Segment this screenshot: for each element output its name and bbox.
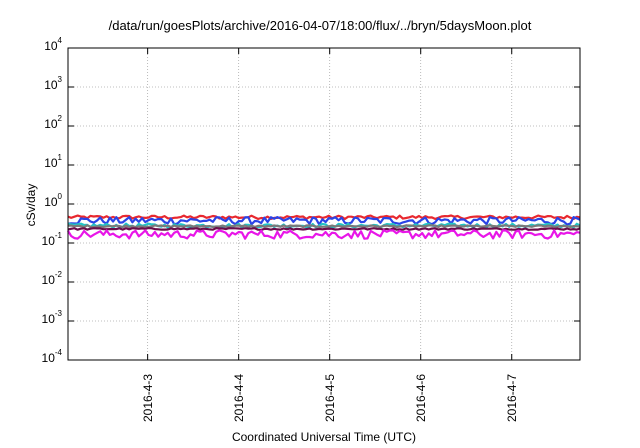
y-tick-exponent: 3 xyxy=(57,75,62,84)
y-tick-exponent: -4 xyxy=(54,348,62,357)
y-tick-label: 102 xyxy=(44,114,62,131)
y-tick-exponent: 0 xyxy=(57,192,62,201)
y-tick-label: 104 xyxy=(44,36,62,53)
series-line-1 xyxy=(67,216,581,226)
y-tick-base: 10 xyxy=(44,195,58,209)
x-tick-label: 2016-4-5 xyxy=(322,373,337,422)
y-tick-exponent: -3 xyxy=(54,309,62,318)
x-tick-label: 2016-4-6 xyxy=(413,373,428,422)
y-tick-label: 10-3 xyxy=(41,309,62,326)
series-line-4 xyxy=(67,227,581,231)
y-tick-base: 10 xyxy=(44,39,58,53)
series-line-0 xyxy=(67,214,581,220)
y-tick-base: 10 xyxy=(41,234,55,248)
y-tick-base: 10 xyxy=(41,273,55,287)
x-axis-label: Coordinated Universal Time (UTC) xyxy=(231,430,417,444)
y-tick-exponent: 4 xyxy=(57,36,62,45)
y-tick-label: 103 xyxy=(44,75,62,92)
y-tick-label: 10-2 xyxy=(41,270,62,287)
y-tick-base: 10 xyxy=(41,312,55,326)
y-tick-exponent: -1 xyxy=(54,231,62,240)
y-tick-exponent: 2 xyxy=(57,114,62,123)
y-tick-base: 10 xyxy=(44,78,58,92)
series-line-5 xyxy=(67,229,581,240)
series-line-3 xyxy=(67,224,581,229)
y-tick-label: 101 xyxy=(44,153,62,170)
chart-title: /data/run/goesPlots/archive/2016-04-07/1… xyxy=(108,18,532,33)
y-tick-exponent: -2 xyxy=(54,270,62,279)
y-tick-base: 10 xyxy=(44,117,58,131)
y-tick-label: 100 xyxy=(44,192,62,209)
y-tick-base: 10 xyxy=(41,351,55,365)
y-tick-base: 10 xyxy=(44,156,58,170)
plot-border xyxy=(67,47,581,361)
y-tick-label: 10-4 xyxy=(41,348,62,365)
y-tick-label: 10-1 xyxy=(41,231,62,248)
x-tick-label: 2016-4-7 xyxy=(504,373,519,422)
y-tick-exponent: 1 xyxy=(57,153,62,162)
x-tick-label: 2016-4-4 xyxy=(231,373,246,422)
x-tick-label: 2016-4-3 xyxy=(140,373,155,422)
